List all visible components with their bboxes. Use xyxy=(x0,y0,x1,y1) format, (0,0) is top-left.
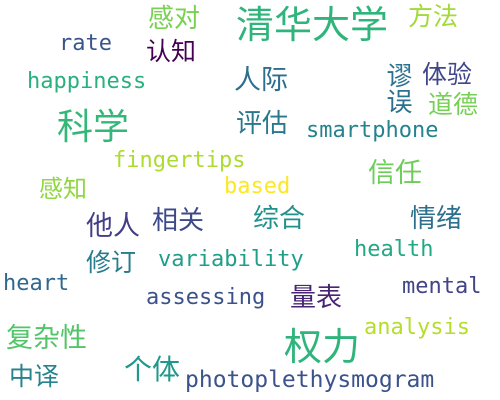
word-geti: 个体 xyxy=(124,353,181,386)
word-daode: 道德 xyxy=(428,90,479,119)
word-fingertips: fingertips xyxy=(113,148,246,173)
word-fuzaxing: 复杂性 xyxy=(6,323,87,354)
word-qinghuadaxue: 清华大学 xyxy=(236,3,389,47)
word-kexue: 科学 xyxy=(57,107,130,148)
word-renzhi: 认知 xyxy=(146,37,197,66)
word-gandui: 感对 xyxy=(148,4,201,34)
word-miuwu: 谬误 xyxy=(382,62,412,114)
word-happiness: happiness xyxy=(27,69,147,94)
word-mental: mental xyxy=(402,274,482,299)
word-health: health xyxy=(354,237,434,262)
word-zonghe: 综合 xyxy=(253,204,306,234)
word-xiuding: 修订 xyxy=(86,248,137,277)
word-renji: 人际 xyxy=(234,65,288,96)
word-smartphone: smartphone xyxy=(306,118,439,143)
word-qingxu: 情绪 xyxy=(410,204,463,234)
word-assessing: assessing xyxy=(146,285,266,310)
word-zhongyi: 中译 xyxy=(9,362,60,391)
word-ganzhi: 感知 xyxy=(39,175,87,203)
word-xiangguan: 相关 xyxy=(152,206,205,236)
word-analysis: analysis xyxy=(364,315,470,340)
word-based: based xyxy=(224,174,291,199)
word-quanli: 权力 xyxy=(284,325,361,369)
word-taren: 他人 xyxy=(86,211,140,242)
word-variability: variability xyxy=(158,247,304,272)
word-liangbiao: 量表 xyxy=(290,283,343,313)
word-heart: heart xyxy=(3,271,70,296)
word-xinren: 信任 xyxy=(368,158,422,189)
word-rate: rate xyxy=(59,31,112,56)
word-pinggu: 评估 xyxy=(236,109,289,139)
word-fangfa: 方法 xyxy=(408,2,459,31)
word-tiyan: 体验 xyxy=(422,60,473,89)
word-photoplethysmogram: photoplethysmogram xyxy=(185,367,435,393)
